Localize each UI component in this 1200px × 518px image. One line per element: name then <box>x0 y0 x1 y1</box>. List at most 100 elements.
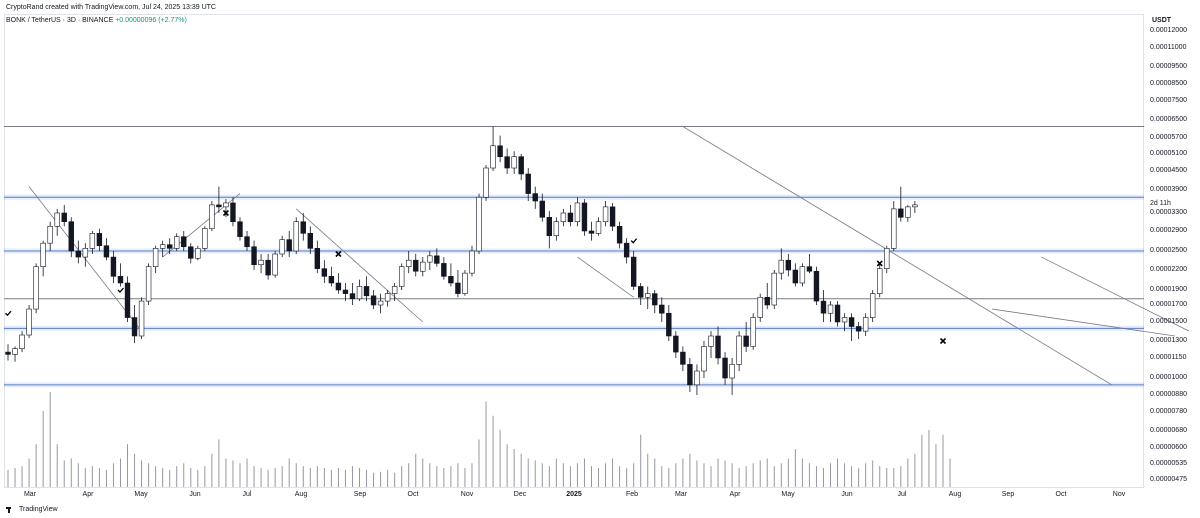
price-tick-label: 0.00006500 <box>1150 116 1187 123</box>
candle-body <box>441 263 447 277</box>
time-tick-label: Dec <box>513 491 527 498</box>
price-tick-label: 0.00001000 <box>1150 374 1187 381</box>
candle-body <box>244 236 250 248</box>
candle-body <box>701 346 707 372</box>
candle-body <box>47 225 53 244</box>
candle-body <box>511 156 517 169</box>
candle-body <box>750 317 756 347</box>
candle-body <box>61 212 67 223</box>
axis-currency: USDT <box>1152 17 1172 24</box>
candle-body <box>483 167 489 198</box>
trendline-5 <box>1041 256 1190 332</box>
candle-body <box>497 145 503 157</box>
candle-body <box>553 221 560 237</box>
candle-body <box>912 204 918 208</box>
price-tick-label: 0.00007500 <box>1150 97 1187 104</box>
x-marker-icon <box>939 337 947 345</box>
candle-body <box>356 286 363 300</box>
bar-countdown: 2d 11h <box>1150 200 1171 207</box>
candle-body <box>181 236 187 248</box>
candle-body <box>223 202 229 208</box>
candle-body <box>743 335 749 347</box>
candle-body <box>539 200 545 218</box>
candle-body <box>370 295 377 306</box>
candle-body <box>96 233 103 247</box>
candle-body <box>602 206 609 223</box>
candle-body <box>715 335 721 359</box>
price-tick-label: 0.00003300 <box>1150 209 1187 216</box>
candle-body <box>314 248 321 269</box>
price-tick-label: 0.00005700 <box>1150 134 1187 141</box>
candle-body <box>820 300 827 314</box>
price-tick-label: 0.00002900 <box>1150 227 1187 234</box>
time-tick-label: May <box>781 491 795 498</box>
candle-body <box>40 242 46 267</box>
time-tick-label: Jul <box>897 491 907 498</box>
x-marker-icon <box>222 209 229 217</box>
x-marker-icon <box>335 250 342 258</box>
candle-body <box>827 304 834 314</box>
time-tick-label: Apr <box>82 491 94 498</box>
footer: TradingView <box>6 506 58 513</box>
price-tick-label: 0.00000880 <box>1150 391 1187 398</box>
candle-body <box>525 173 531 194</box>
candle-body <box>68 221 74 252</box>
candle-body <box>455 282 461 294</box>
candle-body <box>673 335 679 353</box>
candle-body <box>384 293 391 302</box>
price-tick-label: 0.00000475 <box>1150 476 1187 483</box>
candle-body <box>729 364 735 379</box>
candle-body <box>103 245 110 258</box>
candle-body <box>300 221 306 234</box>
candle-body <box>117 276 124 284</box>
candle-body <box>645 293 651 298</box>
candle-body <box>413 259 419 272</box>
price-tick-label: 0.00001300 <box>1150 337 1187 344</box>
candle-body <box>328 276 335 284</box>
price-tick-label: 0.00002500 <box>1150 247 1187 254</box>
candle-body <box>905 206 911 218</box>
candle-body <box>420 261 426 272</box>
candle-body <box>286 239 292 252</box>
chart-credit: CryptoRand created with TradingView.com,… <box>6 4 216 11</box>
candle-body <box>574 202 581 223</box>
candle-body <box>124 282 131 318</box>
candle-body <box>377 300 384 306</box>
check-marker-icon <box>117 287 124 293</box>
candle-body <box>567 212 574 223</box>
price-tick-label: 0.00001500 <box>1150 318 1187 325</box>
candle-body <box>588 230 595 234</box>
candle-body <box>785 259 792 271</box>
candle-body <box>138 300 145 337</box>
candle-body <box>5 351 11 355</box>
candle-body <box>462 272 468 294</box>
time-tick-label: Mar <box>674 491 688 498</box>
candle-body <box>841 317 848 323</box>
price-tick-label: 0.00002200 <box>1150 266 1187 273</box>
candle-body <box>764 296 770 306</box>
price-tick-label: 0.00008500 <box>1150 80 1187 87</box>
candle-body <box>616 225 623 244</box>
time-tick-label: Aug <box>948 491 962 498</box>
candle-body <box>202 228 208 249</box>
candle-body <box>771 272 777 306</box>
candle-body <box>110 256 117 277</box>
candle-body <box>637 286 644 298</box>
price-tick-label: 0.00004500 <box>1150 167 1187 174</box>
price-tick-label: 0.00001150 <box>1150 354 1187 361</box>
time-tick-label: Jul <box>242 491 252 498</box>
candle-body <box>272 253 278 276</box>
price-tick-label: 0.00012000 <box>1150 27 1187 34</box>
time-tick-label: May <box>134 491 148 498</box>
time-tick-label: Nov <box>1112 491 1126 498</box>
tradingview-logo-icon <box>6 506 16 513</box>
time-tick-label: Jun <box>189 491 201 498</box>
candle-body <box>694 370 700 386</box>
candle-body <box>216 204 222 208</box>
time-tick-label: Mar <box>23 491 37 498</box>
symbol-info: BONK / TetherUS · 3D · BINANCE +0.000000… <box>6 17 187 24</box>
candle-body <box>877 268 883 294</box>
candle-body <box>891 208 897 249</box>
price-tick-label: 0.00000680 <box>1150 427 1187 434</box>
